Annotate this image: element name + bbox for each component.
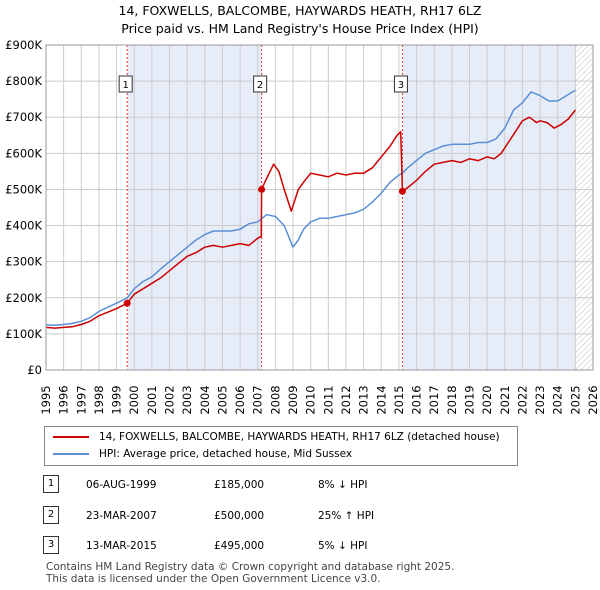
series-line-property xyxy=(45,109,576,329)
shaded-period xyxy=(127,45,262,370)
sale-marker-label: 1 xyxy=(122,80,128,91)
y-tick-label: £200K xyxy=(5,291,42,305)
series-line-hpi xyxy=(45,89,576,326)
x-tick-label: 2015 xyxy=(392,385,406,414)
shaded-period xyxy=(402,45,576,370)
chart-legend: 14, FOXWELLS, BALCOMBE, HAYWARDS HEATH, … xyxy=(44,426,518,466)
sale-hpi-diff: 25% ↑ HPI xyxy=(318,510,375,522)
x-tick-label: 2012 xyxy=(339,385,353,414)
x-tick-label: 2016 xyxy=(410,385,424,414)
legend-swatch-property xyxy=(53,436,89,438)
x-tick-label: 2003 xyxy=(180,385,194,414)
y-tick-label: £300K xyxy=(5,255,42,269)
x-tick-label: 2004 xyxy=(198,385,212,414)
y-tick-label: £500K xyxy=(5,182,42,196)
sale-price: £495,000 xyxy=(214,540,265,552)
legend-label-property: 14, FOXWELLS, BALCOMBE, HAYWARDS HEATH, … xyxy=(99,431,500,443)
sale-point xyxy=(258,185,266,193)
x-tick-label: 2013 xyxy=(357,385,371,414)
sale-marker-box xyxy=(393,75,408,93)
x-tick-label: 1999 xyxy=(110,385,124,414)
x-tick-label: 1995 xyxy=(39,385,53,414)
legend-swatch-hpi xyxy=(53,453,89,455)
y-tick-label: £700K xyxy=(5,110,42,124)
footer-license: This data is licensed under the Open Gov… xyxy=(46,573,381,585)
chart-title-line1: 14, FOXWELLS, BALCOMBE, HAYWARDS HEATH, … xyxy=(118,3,482,18)
y-tick-label: £900K xyxy=(5,38,42,52)
x-tick-label: 2017 xyxy=(427,385,441,414)
sale-date: 23-MAR-2007 xyxy=(86,510,157,522)
x-tick-label: 2007 xyxy=(251,385,265,414)
x-tick-label: 2020 xyxy=(480,385,494,414)
sale-marker-box xyxy=(118,75,133,93)
x-tick-label: 2014 xyxy=(374,385,388,414)
x-tick-label: 1996 xyxy=(57,385,71,414)
future-hatch xyxy=(575,45,593,370)
x-tick-label: 2001 xyxy=(145,385,159,414)
legend-label-hpi: HPI: Average price, detached house, Mid … xyxy=(99,448,353,460)
sale-hpi-diff: 5% ↓ HPI xyxy=(318,540,368,552)
x-tick-label: 2006 xyxy=(233,385,247,414)
x-tick-label: 2024 xyxy=(551,385,565,414)
sale-price: £500,000 xyxy=(214,510,265,522)
x-tick-label: 2000 xyxy=(127,385,141,414)
sale-point xyxy=(123,299,131,307)
sale-date: 13-MAR-2015 xyxy=(86,540,157,552)
x-tick-label: 2005 xyxy=(215,385,229,414)
sale-date: 06-AUG-1999 xyxy=(86,479,157,491)
sale-number-badge: 1 xyxy=(43,475,59,493)
y-tick-label: £600K xyxy=(5,146,42,160)
x-tick-label: 2002 xyxy=(163,385,177,414)
x-tick-label: 2026 xyxy=(586,385,600,414)
y-tick-label: £0 xyxy=(27,363,42,377)
x-tick-label: 2023 xyxy=(533,385,547,414)
x-tick-label: 2022 xyxy=(515,385,529,414)
sale-marker-label: 3 xyxy=(398,80,404,91)
x-tick-label: 1998 xyxy=(92,385,106,414)
x-tick-label: 1997 xyxy=(74,385,88,414)
sale-hpi-diff: 8% ↓ HPI xyxy=(318,479,368,491)
plot-border xyxy=(45,44,594,371)
price-chart: 1 2 3 £0 £100K £200K £300K £400K £500K £600K £700… xyxy=(5,38,600,415)
sale-price: £185,000 xyxy=(214,479,265,491)
x-tick-label: 2009 xyxy=(286,385,300,414)
sale-point xyxy=(398,187,406,195)
y-tick-label: £800K xyxy=(5,74,42,88)
x-tick-label: 2019 xyxy=(462,385,476,414)
y-tick-label: £100K xyxy=(5,327,42,341)
x-tick-label: 2008 xyxy=(268,385,282,414)
x-tick-label: 2010 xyxy=(304,385,318,414)
x-tick-label: 2021 xyxy=(498,385,512,414)
sale-number-badge: 2 xyxy=(43,506,59,524)
x-tick-label: 2018 xyxy=(445,385,459,414)
sale-marker-box xyxy=(253,75,268,93)
sale-number-badge: 3 xyxy=(43,536,59,554)
chart-title-line2: Price paid vs. HM Land Registry's House … xyxy=(121,21,479,36)
x-tick-label: 2011 xyxy=(321,385,335,414)
x-tick-label: 2025 xyxy=(568,385,582,414)
y-tick-label: £400K xyxy=(5,219,42,233)
sale-marker-label: 2 xyxy=(257,80,263,91)
footer-copyright: Contains HM Land Registry data © Crown c… xyxy=(46,561,455,573)
